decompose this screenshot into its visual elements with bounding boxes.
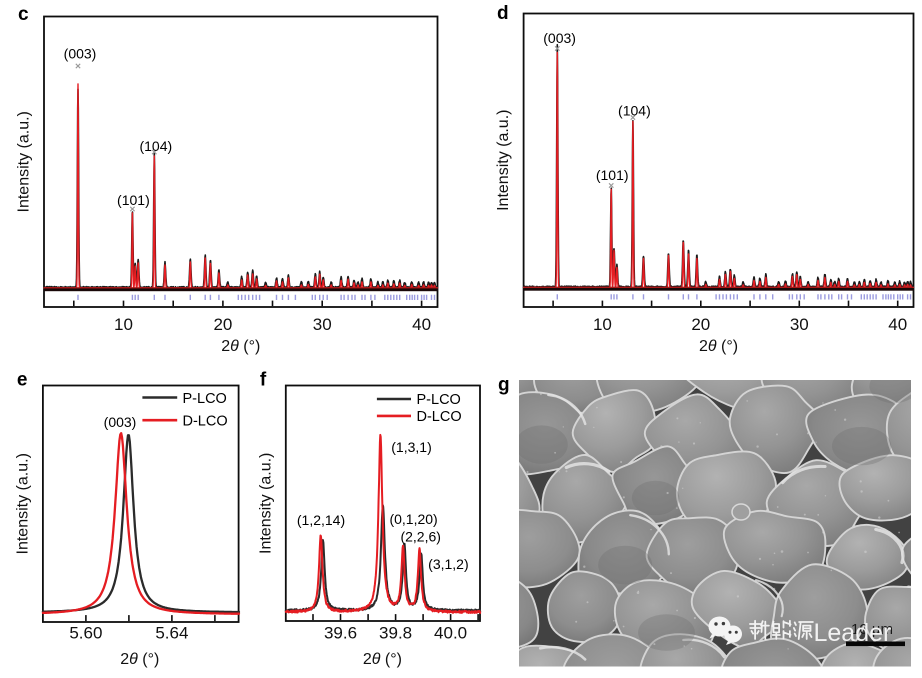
svg-text:(003): (003): [104, 414, 137, 430]
svg-text:2θ (°): 2θ (°): [363, 651, 402, 668]
svg-text:30: 30: [790, 315, 809, 334]
svg-text:(1,3,1): (1,3,1): [391, 439, 431, 455]
svg-text:5.64: 5.64: [155, 624, 188, 643]
svg-text:40: 40: [888, 315, 907, 334]
svg-text:30: 30: [313, 315, 332, 334]
svg-text:(1,2,14): (1,2,14): [297, 512, 345, 528]
svg-text:(101): (101): [596, 167, 629, 183]
svg-text:40: 40: [412, 315, 431, 334]
svg-text:(101): (101): [117, 192, 150, 208]
svg-text:Intensity (a.u.): Intensity (a.u.): [14, 453, 31, 554]
svg-text:g: g: [498, 375, 510, 396]
svg-text:10: 10: [593, 315, 612, 334]
svg-text:39.6: 39.6: [324, 624, 357, 643]
svg-text:c: c: [18, 4, 29, 25]
svg-text:5.60: 5.60: [69, 624, 102, 643]
svg-text:D-LCO: D-LCO: [417, 409, 462, 425]
svg-text:D-LCO: D-LCO: [183, 414, 228, 430]
svg-text:40.0: 40.0: [434, 624, 467, 643]
svg-text:f: f: [260, 370, 267, 391]
svg-text:P-LCO: P-LCO: [417, 392, 461, 408]
svg-text:d: d: [497, 3, 509, 24]
svg-text:(104): (104): [139, 138, 172, 154]
svg-text:2θ (°): 2θ (°): [699, 338, 738, 355]
svg-text:20: 20: [213, 315, 232, 334]
svg-text:39.8: 39.8: [379, 624, 412, 643]
svg-text:(003): (003): [543, 30, 576, 46]
svg-text:2θ (°): 2θ (°): [120, 651, 159, 668]
svg-text:(3,1,2): (3,1,2): [428, 556, 468, 572]
svg-text:10: 10: [114, 315, 133, 334]
svg-text:(2,2,6): (2,2,6): [400, 529, 440, 545]
svg-text:(003): (003): [64, 46, 97, 62]
svg-text:Intensity (a.u.): Intensity (a.u.): [16, 111, 33, 212]
svg-text:10 µm: 10 µm: [851, 621, 893, 638]
svg-text:Intensity (a.u.): Intensity (a.u.): [257, 453, 274, 554]
svg-text:20: 20: [691, 315, 710, 334]
svg-text:Intensity (a.u.): Intensity (a.u.): [495, 110, 512, 211]
svg-text:(0,1,20): (0,1,20): [389, 511, 437, 527]
svg-text:e: e: [17, 370, 28, 391]
svg-text:2θ (°): 2θ (°): [221, 338, 260, 355]
svg-text:(104): (104): [618, 103, 651, 119]
svg-text:P-LCO: P-LCO: [183, 391, 227, 407]
svg-text:Leader: Leader: [814, 619, 892, 647]
